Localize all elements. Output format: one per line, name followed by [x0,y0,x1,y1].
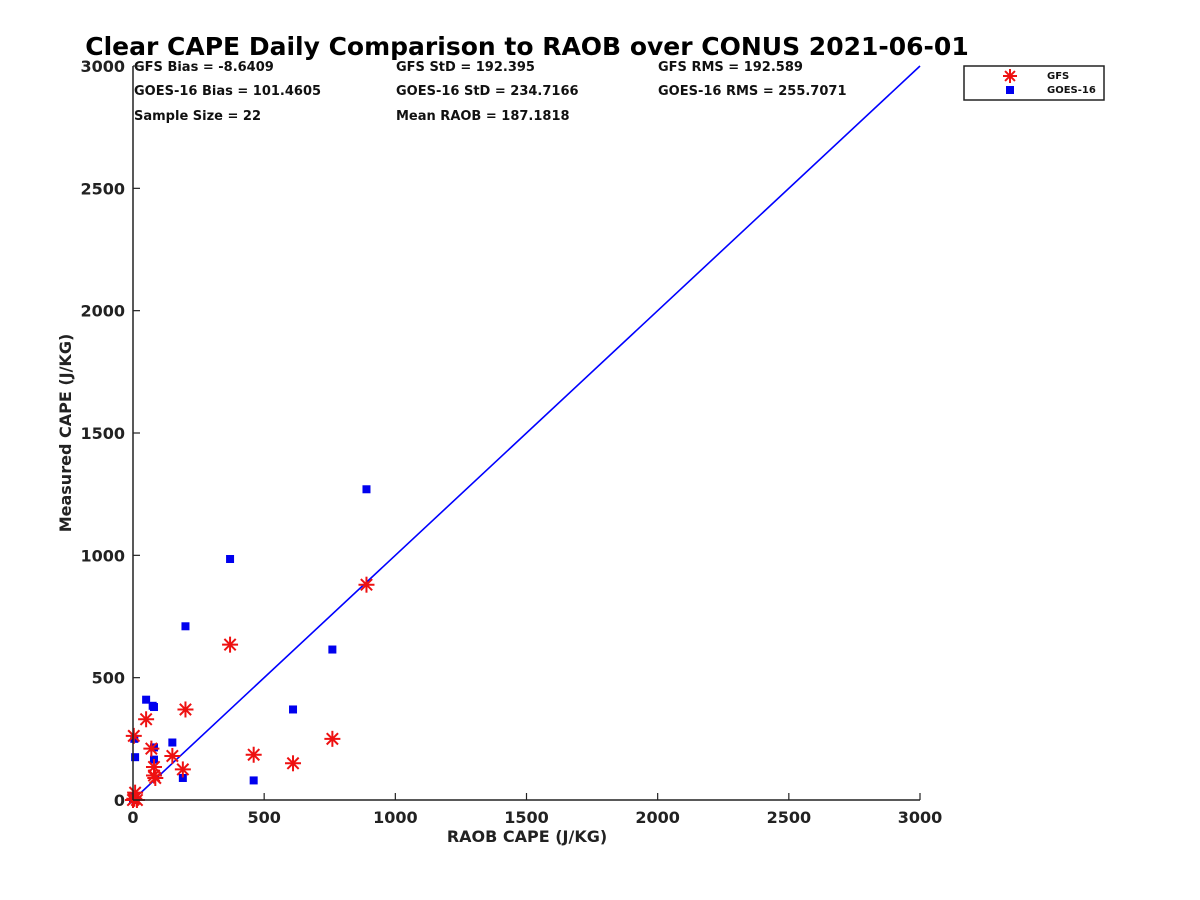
goes16-point [149,703,158,712]
goes16-point [142,695,151,704]
goes16-point [328,645,337,654]
gfs-point [177,701,194,718]
y-tick-label: 2500 [80,179,125,198]
stat-label: GFS StD = 192.395 [396,60,535,75]
x-axis-ticks: 0 500 1000 1500 2000 2500 3000 [127,793,942,827]
stat-label: GOES-16 RMS = 255.7071 [658,84,847,99]
goes16-point [181,622,190,631]
y-tick-label: 3000 [80,57,125,76]
stat-label: Sample Size = 22 [134,109,261,124]
x-tick-label: 3000 [898,808,943,827]
gfs-point [222,636,239,653]
stat-label: GFS Bias = -8.6409 [134,60,274,75]
plot-area [125,65,921,808]
x-tick-label: 500 [247,808,280,827]
y-tick-label: 0 [114,791,125,810]
stat-label: GFS RMS = 192.589 [658,60,803,75]
goes16-point [178,773,187,782]
stat-label: GOES-16 Bias = 101.4605 [134,84,321,99]
goes16-point [168,738,177,747]
legend-box [963,65,1105,101]
gfs-point [164,747,181,764]
legend-gfs-label: GFS [1047,71,1069,82]
gfs-point [125,727,142,744]
gfs-point [127,784,144,801]
legend-goes16-marker [1006,86,1014,94]
y-tick-label: 1000 [80,546,125,565]
goes16-point [362,485,371,494]
stats-block: GFS Bias = -8.6409 GFS StD = 192.395 GFS R… [134,60,847,124]
gfs-point [245,746,262,763]
gfs-point [285,755,302,772]
y-axis-label: Measured CAPE (J/KG) [56,334,75,533]
goes16-point [226,555,235,564]
stat-label: GOES-16 StD = 234.7166 [396,84,579,99]
x-axis-label: RAOB CAPE (J/KG) [447,827,607,846]
gfs-point [143,740,160,757]
y-tick-label: 1500 [80,424,125,443]
gfs-point [324,730,341,747]
gfs-point [174,761,191,778]
goes16-point [131,753,140,762]
legend: GFS GOES-16 [963,65,1105,101]
gfs-point [138,711,155,728]
y-tick-label: 500 [92,669,125,688]
x-tick-label: 1500 [504,808,549,827]
gfs-point [147,769,164,786]
goes16-point [249,776,258,785]
stat-label: Mean RAOB = 187.1818 [396,109,570,124]
one-to-one-line [132,65,921,801]
x-tick-label: 0 [127,808,138,827]
chart-title: Clear CAPE Daily Comparison to RAOB over… [85,32,968,61]
x-tick-label: 2500 [767,808,812,827]
legend-gfs-marker [1003,69,1017,83]
goes16-point [289,705,298,714]
x-tick-label: 2000 [635,808,680,827]
x-tick-label: 1000 [373,808,418,827]
y-axis-ticks: 0 500 1000 1500 2000 2500 3000 [80,57,140,810]
gfs-point [358,576,375,593]
legend-goes16-label: GOES-16 [1047,85,1096,96]
y-tick-label: 2000 [80,302,125,321]
